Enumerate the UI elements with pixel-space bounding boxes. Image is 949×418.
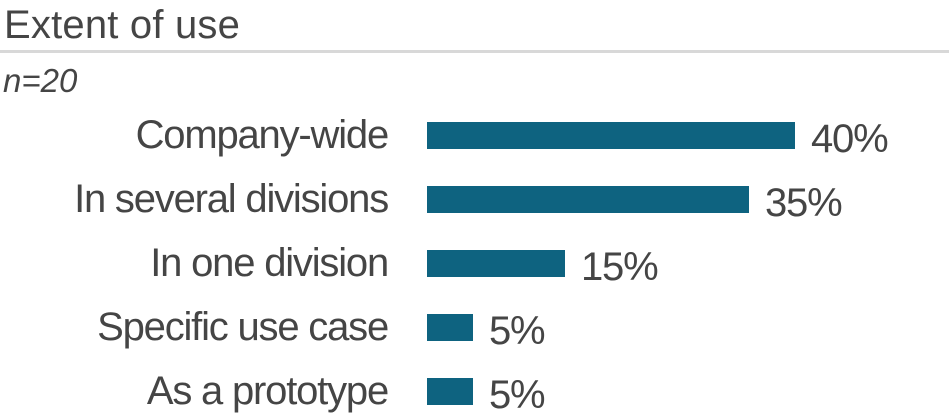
bar-chart: Company-wide 40% In several divisions 35… <box>0 103 949 418</box>
category-label: In one division <box>150 240 389 285</box>
value-label: 40% <box>811 116 889 161</box>
category-label: As a prototype <box>146 368 389 413</box>
category-label: Company-wide <box>135 112 390 157</box>
bar-track: 15% <box>427 241 949 289</box>
value-label: 15% <box>581 244 659 289</box>
chart-title: Extent of use <box>4 3 241 47</box>
bar-row: As a prototype 5% <box>0 359 949 418</box>
bar <box>427 377 473 405</box>
bar-track: 5% <box>427 305 949 353</box>
bar <box>427 185 749 213</box>
value-label: 5% <box>489 372 546 417</box>
bar-row: In several divisions 35% <box>0 167 949 231</box>
sample-size-note: n=20 <box>3 62 78 99</box>
value-label: 5% <box>489 308 546 353</box>
bar-track: 5% <box>427 369 949 417</box>
bar-row: In one division 15% <box>0 231 949 295</box>
category-label: In several divisions <box>74 176 389 221</box>
bar-row: Company-wide 40% <box>0 103 949 167</box>
bar <box>427 121 795 149</box>
bar-row: Specific use case 5% <box>0 295 949 359</box>
bar <box>427 313 473 341</box>
bar-track: 35% <box>427 177 949 225</box>
bar-track: 40% <box>427 113 949 161</box>
title-divider <box>0 50 949 53</box>
value-label: 35% <box>765 180 843 225</box>
bar <box>427 249 565 277</box>
category-label: Specific use case <box>97 304 389 349</box>
